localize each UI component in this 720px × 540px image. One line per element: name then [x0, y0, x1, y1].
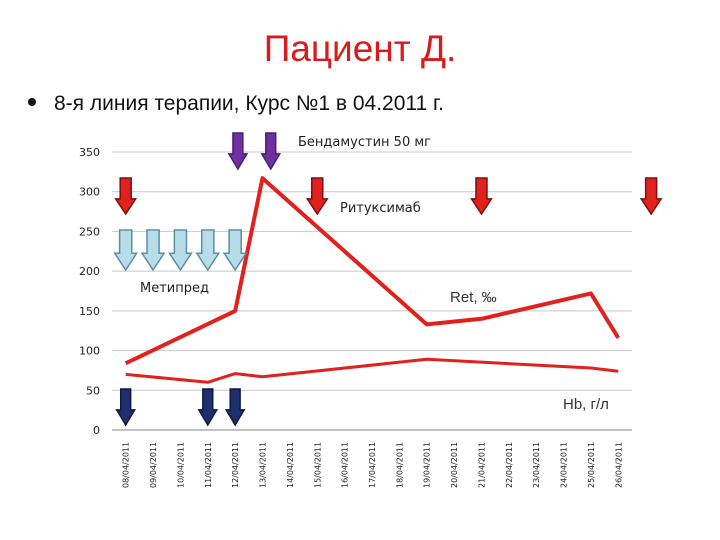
treatment-markers [113, 132, 663, 427]
down-arrow-icon [470, 177, 493, 216]
series-line-1 [125, 357, 619, 384]
x-tick-label: 23/04/2011 [532, 442, 541, 488]
y-tick-label: 50 [86, 384, 100, 397]
down-arrow-icon [113, 229, 139, 272]
x-tick-label: 24/04/2011 [560, 442, 569, 488]
x-tick-label: 14/04/2011 [286, 442, 295, 488]
x-tick-label: 10/04/2011 [176, 442, 185, 488]
down-arrow-icon [305, 177, 329, 216]
y-tick-label: 200 [79, 265, 100, 278]
label-ret-series: Ret, ‰ [450, 289, 497, 306]
label-bendamustine: Бендамустин 50 мг [298, 135, 431, 150]
series-lines [124, 176, 621, 384]
gridlines [112, 151, 632, 431]
x-tick-label: 12/04/2011 [231, 442, 240, 488]
label-rituximab: Ритуксимаб [340, 201, 421, 216]
label-methylpred: Метипред [140, 281, 209, 296]
x-tick-label: 11/04/2011 [204, 442, 213, 488]
y-tick-label: 0 [93, 424, 100, 437]
y-tick-label: 150 [79, 305, 100, 318]
x-tick-label: 09/04/2011 [149, 442, 158, 488]
x-tick-label: 20/04/2011 [450, 442, 459, 488]
x-tick-label: 15/04/2011 [313, 442, 322, 488]
x-tick-label: 21/04/2011 [477, 442, 486, 488]
bullet-text: 8-я линия терапии, Курс №1 в 04.2011 г. [54, 92, 444, 115]
bullet-dot-icon [28, 98, 36, 107]
x-tick-label: 26/04/2011 [614, 442, 623, 488]
x-tick-label: 17/04/2011 [368, 442, 377, 488]
x-tick-label: 25/04/2011 [587, 442, 596, 488]
down-arrow-icon [260, 132, 282, 171]
label-hb-series: Hb, г/л [563, 396, 609, 413]
y-tick-label: 100 [79, 345, 100, 358]
y-tick-label: 300 [79, 186, 100, 199]
y-tick-label: 350 [79, 146, 100, 159]
y-tick-label: 250 [79, 225, 100, 238]
down-arrow-icon [222, 229, 248, 272]
down-arrow-icon [639, 177, 663, 216]
x-axis-ticks: 08/04/2011 09/04/2011 10/04/2011 11/04/2011… [122, 442, 624, 488]
x-tick-label: 19/04/2011 [423, 442, 432, 488]
down-arrow-icon [224, 388, 246, 427]
down-arrow-icon [168, 229, 193, 272]
bullet-item: 8-я линия терапии, Курс №1 в 04.2011 г. [28, 92, 444, 116]
slide-title: Пациент Д. [263, 28, 457, 69]
x-tick-label: 22/04/2011 [505, 442, 514, 488]
annotation-labels: Бендамустин 50 мг Ритуксимаб Метипред Re… [140, 135, 609, 413]
x-tick-label: 08/04/2011 [122, 442, 131, 488]
x-tick-label: 13/04/2011 [259, 442, 268, 488]
x-tick-label: 18/04/2011 [395, 442, 404, 488]
down-arrow-icon [195, 229, 221, 272]
down-arrow-icon [114, 177, 138, 216]
x-tick-label: 16/04/2011 [341, 442, 350, 488]
y-axis-ticks: 0 50 100 150 200 250 300 350 [79, 146, 100, 437]
down-arrow-icon [115, 388, 137, 427]
down-arrow-icon [227, 132, 249, 171]
series-line-0 [124, 176, 621, 366]
down-arrow-icon [140, 229, 166, 272]
down-arrow-icon [197, 388, 219, 427]
